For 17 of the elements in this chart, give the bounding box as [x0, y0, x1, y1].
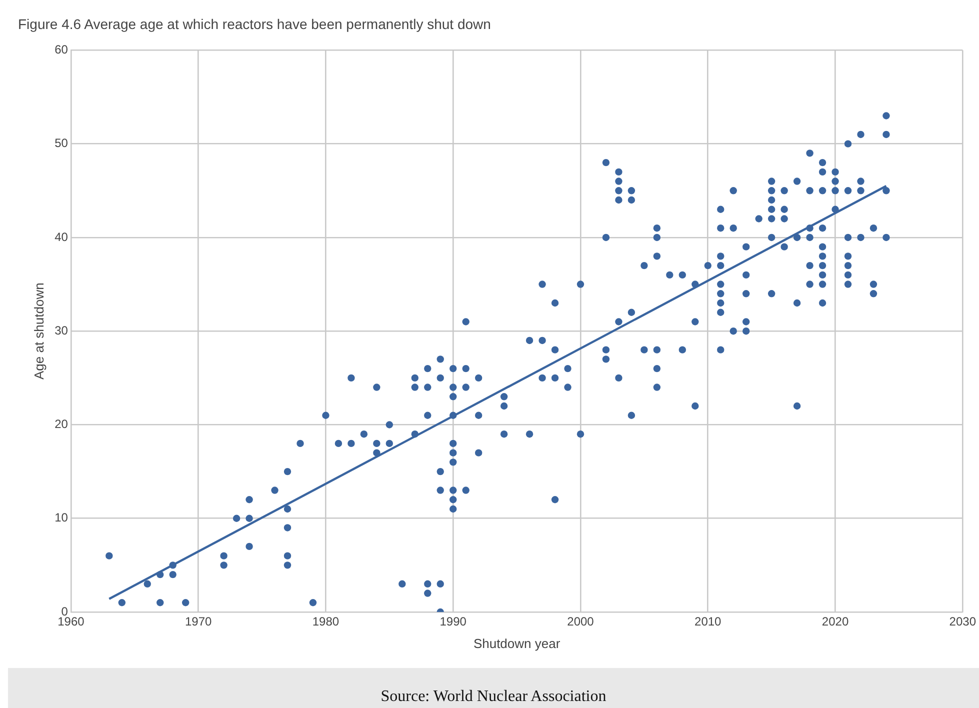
x-tick-label: 2030	[949, 614, 976, 629]
x-tick-label: 2020	[822, 614, 849, 629]
y-tick-label: 20	[54, 417, 68, 432]
x-tick-label: 1990	[440, 614, 467, 629]
x-tick-label: 2000	[567, 614, 594, 629]
y-tick-label: 60	[54, 42, 68, 57]
y-tick-label: 10	[54, 510, 68, 525]
y-tick-label: 40	[54, 230, 68, 244]
x-axis-title: Shutdown year	[473, 636, 561, 651]
x-tick-label: 1980	[312, 614, 340, 629]
x-tick-label: 2010	[694, 614, 722, 629]
chart-title: Figure 4.6 Average age at which reactors have been permanently shut down	[18, 16, 491, 32]
y-tick-label: 30	[54, 323, 68, 338]
y-tick-label: 50	[54, 136, 68, 150]
x-tick-label: 1970	[184, 614, 212, 629]
source-note: Source: World Nuclear Association	[8, 668, 979, 708]
y-axis-title: Age at shutdown	[31, 282, 46, 380]
